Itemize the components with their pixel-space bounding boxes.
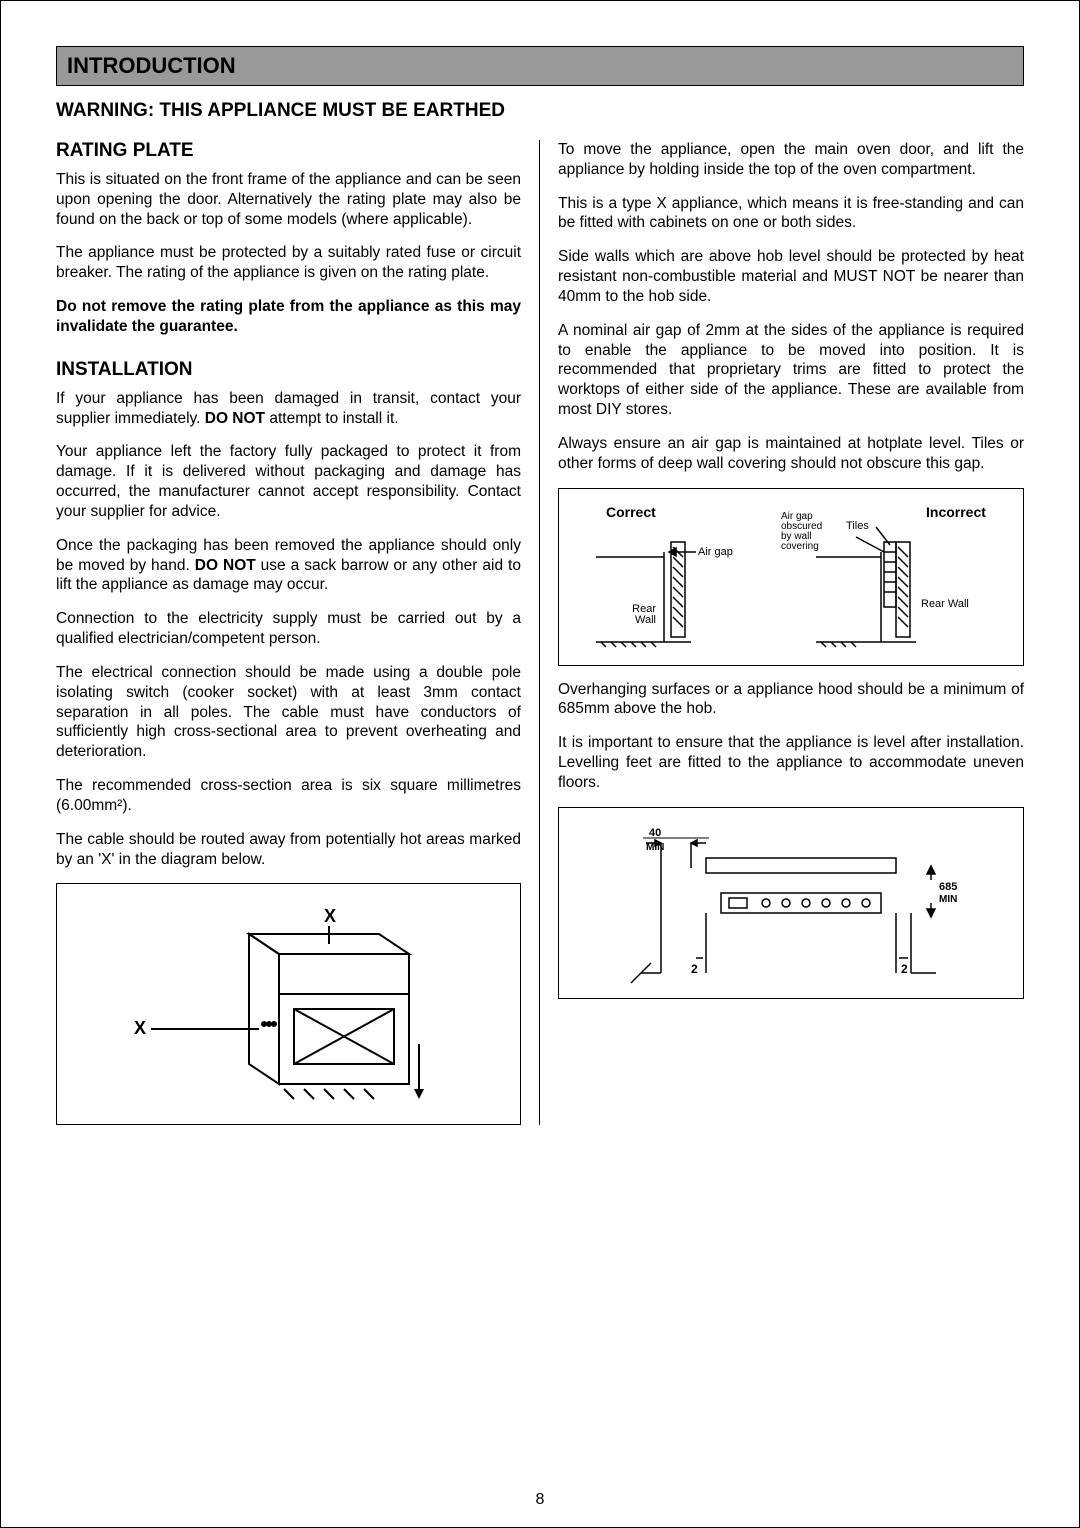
section-banner: INTRODUCTION: [56, 46, 1024, 86]
install-p4: If your appliance has been damaged in tr…: [56, 389, 521, 429]
six85-label: 685: [939, 881, 957, 893]
two-column-layout: RATING PLATE This is situated on the fro…: [56, 140, 1024, 1125]
right-p6: Overhanging surfaces or a appliance hood…: [558, 680, 1024, 720]
page-number: 8: [56, 1491, 1024, 1509]
rating-plate-heading: RATING PLATE: [56, 140, 521, 162]
install-p8: The electrical connection should be made…: [56, 663, 521, 762]
rating-plate-p1: This is situated on the front frame of t…: [56, 170, 521, 229]
svg-text:Wall: Wall: [635, 614, 656, 626]
cable-routing-diagram: X X: [56, 883, 521, 1125]
clearance-svg: 40 MIN 685 MIN 2 2: [591, 818, 991, 988]
install-p10: The cable should be routed away from pot…: [56, 830, 521, 870]
install-p9: The recommended cross-section area is si…: [56, 776, 521, 816]
two-label-1: 2: [691, 962, 698, 976]
rating-plate-p2: The appliance must be protected by a sui…: [56, 243, 521, 283]
svg-text:covering: covering: [781, 541, 819, 552]
svg-text:X: X: [324, 906, 336, 926]
svg-text:X: X: [134, 1018, 146, 1038]
right-p7: It is important to ensure that the appli…: [558, 733, 1024, 792]
airgap-label: Air gap: [698, 546, 733, 558]
min-label-1: MIN: [646, 842, 664, 853]
installation-heading: INSTALLATION: [56, 359, 521, 381]
install-p4c: attempt to install it.: [265, 410, 399, 427]
right-p4: A nominal air gap of 2mm at the sides of…: [558, 321, 1024, 420]
right-p3: Side walls which are above hob level sho…: [558, 247, 1024, 306]
clearance-diagram: 40 MIN 685 MIN 2 2: [558, 807, 1024, 999]
incorrect-label: Incorrect: [926, 504, 986, 520]
banner-title: INTRODUCTION: [67, 53, 236, 78]
install-p4b: DO NOT: [205, 410, 265, 427]
install-p6: Once the packaging has been removed the …: [56, 536, 521, 595]
right-p1: To move the appliance, open the main ove…: [558, 140, 1024, 180]
correct-label: Correct: [606, 504, 656, 520]
forty-label: 40: [649, 827, 661, 839]
tiles-label: Tiles: [846, 520, 869, 532]
page: INTRODUCTION WARNING: THIS APPLIANCE MUS…: [0, 0, 1080, 1528]
install-p6b: DO NOT: [195, 557, 256, 574]
airgap-diagram: Correct Incorrect: [558, 488, 1024, 666]
rear-wall-label-2: Rear Wall: [921, 598, 969, 610]
left-column: RATING PLATE This is situated on the fro…: [56, 140, 540, 1125]
airgap-svg: Correct Incorrect: [576, 497, 1006, 657]
right-p2: This is a type X appliance, which means …: [558, 194, 1024, 234]
two-label-2: 2: [901, 962, 908, 976]
rating-plate-p3: Do not remove the rating plate from the …: [56, 297, 521, 337]
install-p7: Connection to the electricity supply mus…: [56, 609, 521, 649]
right-column: To move the appliance, open the main ove…: [540, 140, 1024, 1125]
right-p5: Always ensure an air gap is maintained a…: [558, 434, 1024, 474]
install-p5: Your appliance left the factory fully pa…: [56, 442, 521, 521]
warning-heading: WARNING: THIS APPLIANCE MUST BE EARTHED: [56, 100, 1024, 122]
min-label-2: MIN: [939, 894, 957, 905]
cable-routing-svg: X X: [99, 894, 479, 1114]
